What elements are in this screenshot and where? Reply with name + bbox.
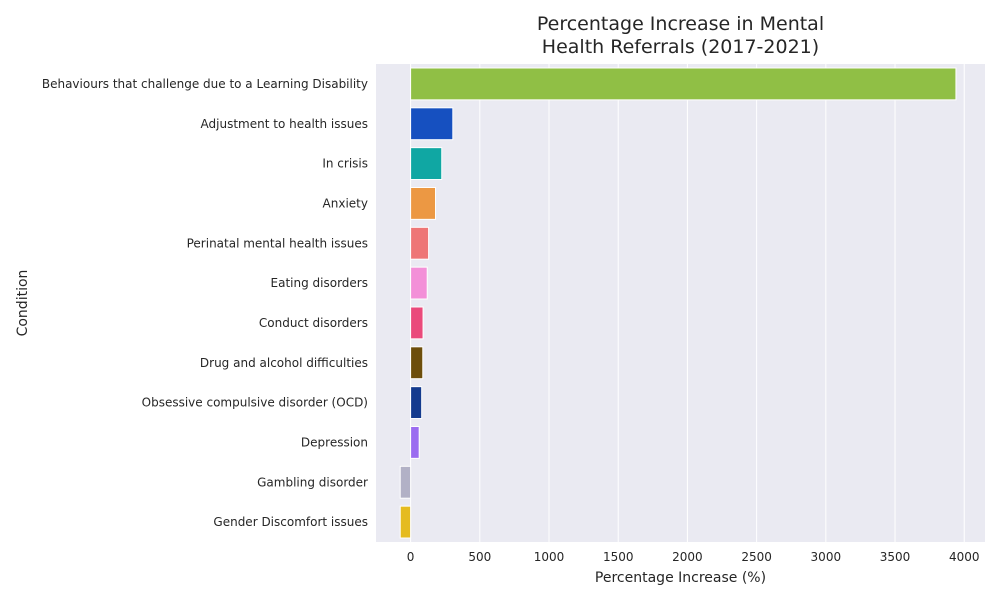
x-tick-label: 0 [407, 550, 415, 564]
x-tick-label: 3000 [811, 550, 842, 564]
y-tick-label: In crisis [322, 157, 368, 171]
bar [410, 186, 437, 220]
x-tick-label: 2000 [672, 550, 703, 564]
x-tick-label: 2500 [741, 550, 772, 564]
x-tick-label: 3500 [880, 550, 911, 564]
y-tick-label: Obsessive compulsive disorder (OCD) [142, 396, 368, 410]
x-tick-label: 1500 [603, 550, 634, 564]
bar [410, 226, 430, 260]
y-axis-label: Condition [15, 270, 31, 337]
x-tick-label: 4000 [949, 550, 980, 564]
y-tick-label: Gender Discomfort issues [213, 515, 368, 529]
y-tick-label: Adjustment to health issues [201, 117, 368, 131]
bar [410, 386, 423, 420]
y-tick-label: Drug and alcohol difficulties [200, 356, 368, 370]
y-axis-ticks: Behaviours that challenge due to a Learn… [42, 77, 368, 529]
y-tick-label: Conduct disorders [259, 316, 368, 330]
bar [410, 67, 957, 101]
x-axis-ticks: 0 500 1000 1500 2000 2500 3000 3500 4000 [407, 550, 980, 564]
bar [410, 346, 424, 380]
y-tick-label: Perinatal mental health issues [187, 236, 368, 250]
bar [410, 266, 428, 300]
y-tick-label: Behaviours that challenge due to a Learn… [42, 77, 368, 91]
chart-title-line: Percentage Increase in Mental [537, 13, 824, 35]
y-tick-label: Eating disorders [271, 276, 368, 290]
bar [410, 425, 420, 459]
plot-background [376, 64, 985, 542]
bar [410, 147, 443, 181]
y-tick-label: Gambling disorder [257, 475, 368, 489]
bar [399, 465, 412, 499]
grid-lines [410, 64, 965, 542]
x-tick-label: 500 [468, 550, 491, 564]
y-tick-label: Anxiety [323, 196, 368, 210]
chart-title-line: Health Referrals (2017-2021) [542, 36, 819, 58]
bar [399, 505, 412, 539]
bar [410, 107, 454, 141]
x-tick-label: 1000 [534, 550, 565, 564]
bars [399, 67, 957, 539]
y-tick-label: Depression [301, 435, 368, 449]
x-axis-label: Percentage Increase (%) [595, 570, 766, 586]
bar [410, 306, 424, 340]
